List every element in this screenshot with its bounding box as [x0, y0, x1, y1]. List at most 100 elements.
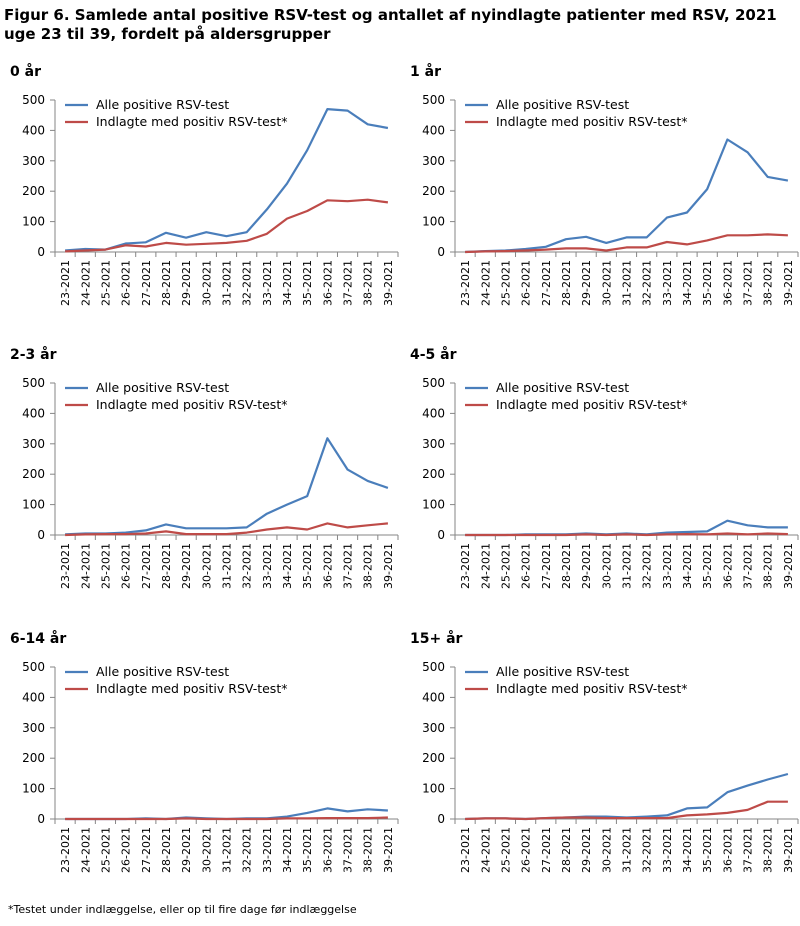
- x-tick-label: 24-2021: [79, 827, 92, 873]
- series-all-positive-line: [65, 107, 389, 252]
- x-tick-label: 31-2021: [621, 260, 634, 306]
- x-tick-label: 26-2021: [120, 827, 133, 873]
- x-tick-label: 35-2021: [301, 260, 314, 306]
- x-tick-label: 28-2021: [560, 827, 573, 873]
- x-tick-label: 36-2021: [721, 543, 734, 589]
- x-tick-label: 23-2021: [59, 260, 72, 306]
- x-tick-label: 39-2021: [782, 543, 795, 589]
- y-tick-label: 0: [37, 245, 45, 259]
- x-tick-label: 30-2021: [600, 543, 613, 589]
- chart-svg: 4-5 år 0 100 200 300 400 500 23-2021 24-2021 25-2…: [410, 346, 799, 589]
- x-tick-label: 36-2021: [321, 543, 334, 589]
- legend-label-series-admitted: Indlagte med positiv RSV-test*: [96, 681, 287, 696]
- legend-label-series-admitted: Indlagte med positiv RSV-test*: [496, 397, 687, 412]
- legend-label-series-all-positive: Alle positive RSV-test: [496, 380, 629, 395]
- x-tick-label: 28-2021: [160, 827, 173, 873]
- x-tick-label: 26-2021: [120, 543, 133, 589]
- x-tick-label: 35-2021: [301, 543, 314, 589]
- y-tick-label: 200: [422, 467, 445, 481]
- x-tick-label: 29-2021: [180, 543, 193, 589]
- chart-panel-6-14-years: 6-14 år 0 100 200 300 400 500 23-2021 24-2021 25-…: [0, 627, 400, 911]
- chart-svg: 0 år 0 100 200 300 400 500 23-2021 24-2021 25-202…: [10, 63, 399, 306]
- panel-title: 6-14 år: [10, 630, 66, 647]
- x-tick-label: 27-2021: [540, 543, 553, 589]
- y-tick-label: 200: [422, 751, 445, 765]
- y-tick-label: 0: [437, 812, 445, 826]
- y-tick-label: 300: [22, 437, 45, 451]
- x-tick-label: 25-2021: [499, 260, 512, 306]
- x-tick-label: 30-2021: [200, 827, 213, 873]
- legend-label-series-all-positive: Alle positive RSV-test: [96, 664, 229, 679]
- x-tick-label: 32-2021: [641, 827, 654, 873]
- x-tick-label: 30-2021: [200, 260, 213, 306]
- chart-svg: 2-3 år 0 100 200 300 400 500 23-2021 24-2021 25-2…: [10, 346, 399, 589]
- x-tick-label: 36-2021: [321, 827, 334, 873]
- x-tick-label: 37-2021: [742, 827, 755, 873]
- x-tick-label: 33-2021: [261, 827, 274, 873]
- y-tick-label: 400: [422, 123, 445, 137]
- y-tick-label: 300: [422, 721, 445, 735]
- chart-svg: 1 år 0 100 200 300 400 500 23-2021 24-2021 25-202…: [410, 63, 799, 306]
- y-tick-label: 200: [422, 184, 445, 198]
- x-tick-label: 25-2021: [99, 260, 112, 306]
- x-tick-label: 34-2021: [281, 827, 294, 873]
- x-tick-label: 29-2021: [180, 260, 193, 306]
- series-all-positive-line: [465, 519, 788, 537]
- chart-panel-4-5-years: 4-5 år 0 100 200 300 400 500 23-2021 24-2021 25-2…: [400, 343, 800, 627]
- y-tick-label: 100: [22, 782, 45, 796]
- x-tick-label: 38-2021: [362, 260, 375, 306]
- y-tick-label: 400: [22, 690, 45, 704]
- x-tick-label: 28-2021: [560, 260, 573, 306]
- series-admitted-line: [465, 233, 788, 254]
- y-tick-label: 400: [22, 406, 45, 420]
- x-tick-label: 33-2021: [661, 827, 674, 873]
- x-tick-label: 30-2021: [200, 543, 213, 589]
- x-tick-label: 29-2021: [580, 543, 593, 589]
- legend-label-series-admitted: Indlagte med positiv RSV-test*: [496, 681, 687, 696]
- x-tick-label: 24-2021: [79, 260, 92, 306]
- x-tick-label: 27-2021: [540, 827, 553, 873]
- y-tick-label: 500: [22, 93, 45, 107]
- x-tick-label: 38-2021: [362, 543, 375, 589]
- x-tick-label: 24-2021: [479, 260, 492, 306]
- series-all-positive-line: [465, 138, 789, 254]
- x-tick-label: 37-2021: [342, 260, 355, 306]
- x-tick-label: 26-2021: [520, 543, 533, 589]
- x-tick-label: 35-2021: [301, 827, 314, 873]
- x-tick-label: 31-2021: [221, 260, 234, 306]
- x-tick-label: 26-2021: [520, 827, 533, 873]
- x-tick-label: 27-2021: [140, 827, 153, 873]
- x-tick-label: 31-2021: [221, 543, 234, 589]
- x-tick-label: 35-2021: [701, 260, 714, 306]
- chart-panel-2-3-years: 2-3 år 0 100 200 300 400 500 23-2021 24-2021 25-2…: [0, 343, 400, 627]
- legend-label-series-all-positive: Alle positive RSV-test: [96, 380, 229, 395]
- x-tick-label: 38-2021: [362, 827, 375, 873]
- panel-title: 0 år: [10, 63, 41, 80]
- x-tick-label: 39-2021: [782, 827, 795, 873]
- x-tick-label: 31-2021: [221, 827, 234, 873]
- x-tick-label: 34-2021: [681, 543, 694, 589]
- x-tick-label: 36-2021: [721, 827, 734, 873]
- y-tick-label: 300: [22, 154, 45, 168]
- x-tick-label: 34-2021: [281, 260, 294, 306]
- x-tick-label: 23-2021: [59, 543, 72, 589]
- x-tick-label: 34-2021: [281, 543, 294, 589]
- x-tick-label: 31-2021: [621, 543, 634, 589]
- x-tick-label: 32-2021: [241, 260, 254, 306]
- series-admitted-line: [65, 816, 388, 821]
- x-tick-label: 25-2021: [99, 543, 112, 589]
- y-tick-label: 500: [422, 660, 445, 674]
- x-tick-label: 37-2021: [742, 260, 755, 306]
- series-all-positive-line: [65, 437, 389, 536]
- x-tick-label: 39-2021: [382, 260, 395, 306]
- x-tick-label: 33-2021: [661, 260, 674, 306]
- x-tick-label: 36-2021: [721, 260, 734, 306]
- chart-panel-1-year: 1 år 0 100 200 300 400 500 23-2021 24-2021 25-202…: [400, 60, 800, 344]
- y-tick-label: 400: [422, 690, 445, 704]
- y-tick-label: 0: [37, 812, 45, 826]
- chart-panel-0-years: 0 år 0 100 200 300 400 500 23-2021 24-2021 25-202…: [0, 60, 400, 344]
- x-tick-label: 39-2021: [382, 827, 395, 873]
- y-tick-label: 100: [422, 215, 445, 229]
- x-tick-label: 24-2021: [479, 827, 492, 873]
- legend-label-series-all-positive: Alle positive RSV-test: [496, 664, 629, 679]
